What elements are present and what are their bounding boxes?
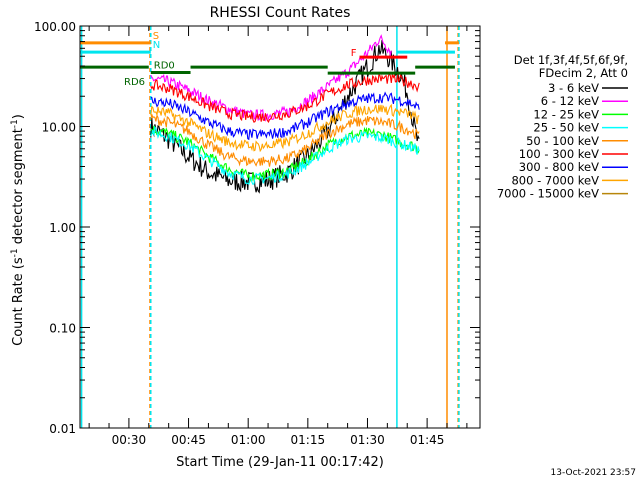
legend-entry-label: 800 - 7000 keV <box>511 173 599 187</box>
y-label-part: Count Rate (s <box>11 257 26 346</box>
series-line-0 <box>150 39 420 194</box>
x-axis-label: Start Time (29-Jan-11 00:17:42) <box>176 455 384 470</box>
y-label-part: detector segment <box>11 128 26 248</box>
series-line-7 <box>150 103 420 153</box>
legend-entry-label: 3 - 6 keV <box>548 81 599 95</box>
legend-entry-label: 12 - 25 keV <box>533 107 599 121</box>
legend-entry-label: 50 - 100 keV <box>526 134 599 148</box>
plot-axes: 0.01 0.10 1.00 10.00 100.00 00:30 00:45 01:00 01… <box>34 20 481 447</box>
series-line-3 <box>150 125 420 186</box>
series-line-5 <box>150 72 420 123</box>
vertical-marker-lines <box>80 26 460 428</box>
y-tick-label: 1.00 <box>49 221 76 235</box>
y-label-part: -1 <box>10 119 20 128</box>
x-tick-label: 01:00 <box>231 433 266 447</box>
x-tick-label: 00:30 <box>112 433 147 447</box>
legend-header-line: Det 1f,3f,4f,5f,6f,9f, <box>514 53 628 67</box>
series-layer <box>150 34 420 194</box>
flag-label-rd0: RD0 <box>154 60 175 71</box>
x-tick-label: 01:15 <box>291 433 326 447</box>
legend-entry-label: 7000 - 15000 keV <box>497 187 599 201</box>
legend-entry-label: 300 - 800 keV <box>519 160 599 174</box>
footer-timestamp: 13-Oct-2021 23:57 <box>551 468 636 478</box>
series-line-6 <box>150 91 420 141</box>
y-tick-label: 0.10 <box>49 322 76 336</box>
flag-label-s: S <box>153 31 159 42</box>
y-tick-label: 0.01 <box>49 422 76 436</box>
legend: Det 1f,3f,4f,5f,6f,9f,FDecim 2, Att 03 -… <box>497 53 628 201</box>
x-tick-label: 01:45 <box>410 433 445 447</box>
legend-entry-label: 6 - 12 keV <box>541 94 599 108</box>
chart-title: RHESSI Count Rates <box>210 5 351 21</box>
y-tick-label: 10.00 <box>42 121 76 135</box>
y-label-part: -1 <box>10 248 20 257</box>
flag-label-rd6: RD6 <box>124 77 145 88</box>
series-line-4 <box>150 113 420 167</box>
legend-header-line: FDecim 2, Att 0 <box>539 66 628 80</box>
flag-lines: SN F RD0 RD6 <box>80 31 459 88</box>
legend-entry-label: 25 - 50 keV <box>533 121 599 135</box>
flag-label-n: N <box>153 40 160 51</box>
legend-entry-label: 100 - 300 keV <box>519 147 599 161</box>
y-tick-label: 100.00 <box>34 20 76 34</box>
x-tick-label: 00:45 <box>171 433 206 447</box>
x-tick-label: 01:30 <box>350 433 385 447</box>
flag-label-f: F <box>351 48 357 59</box>
y-axis-label: Count Rate (s-1 detector segment-1) <box>10 114 26 346</box>
y-label-part: ) <box>11 114 26 119</box>
